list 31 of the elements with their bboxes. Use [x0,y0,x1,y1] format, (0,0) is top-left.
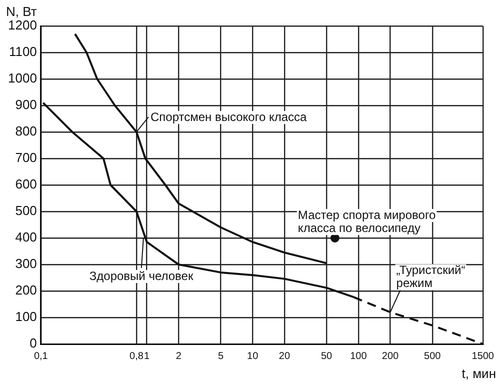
y-tick-label: 1000 [8,70,37,86]
x-tick-label: 20 [278,350,290,362]
y-tick-label: 0 [30,336,37,351]
y-tick-label: 300 [15,256,37,272]
y-tick-label: 800 [15,124,37,139]
x-tick-label: 10 [247,350,259,362]
annotation: Мастер спорта мирового класса по велосипеду [298,208,436,235]
x-tick-label: 500 [424,350,442,362]
y-tick-label: 1100 [8,44,37,60]
x-tick-label: 200 [382,350,400,362]
y-tick-label: 900 [15,97,37,112]
x-tick-label: 100 [350,350,368,362]
x-tick-label: 50 [320,350,333,362]
y-tick-label: 500 [15,203,37,218]
x-axis-title: t, мин [462,366,496,381]
annotation: Спортсмен высокого класса [150,110,308,124]
y-tick-label: 400 [15,230,37,245]
y-tick-label: 700 [15,150,37,166]
y-tick-label: 1200 [8,18,37,33]
x-tick-label: 5 [218,350,224,362]
x-tick-label: 1 [144,350,150,362]
x-tick-label: 2 [176,350,182,362]
x-tick-label: 0,1 [34,350,48,362]
y-tick-label: 600 [15,176,37,192]
annotation: Здоровый человек [89,269,194,283]
x-tick-label: 0,8 [130,350,144,362]
y-axis-title: N, Вт [6,4,37,19]
x-tick-label: 1500 [472,350,494,362]
annotation: „Туристский“ режим [396,263,466,290]
y-tick-label: 200 [15,282,37,298]
y-tick-label: 100 [15,309,37,324]
